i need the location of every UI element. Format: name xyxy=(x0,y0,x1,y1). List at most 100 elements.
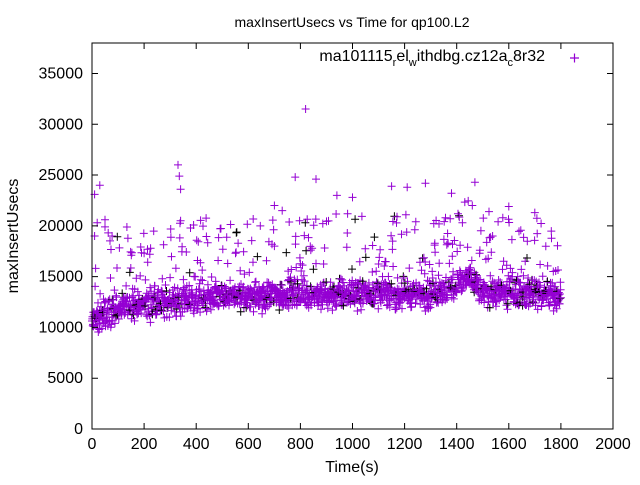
data-point xyxy=(137,309,146,318)
data-point xyxy=(301,218,310,227)
data-point xyxy=(147,287,156,296)
data-point xyxy=(176,312,185,321)
data-point xyxy=(498,265,507,274)
data-point xyxy=(515,227,523,236)
data-point xyxy=(517,265,526,274)
data-point xyxy=(194,304,202,313)
data-point xyxy=(192,236,201,245)
data-point xyxy=(203,238,212,247)
data-point xyxy=(194,237,203,246)
data-point xyxy=(202,214,211,223)
y-tick-label: 35000 xyxy=(39,65,84,82)
data-point xyxy=(343,298,351,307)
data-point xyxy=(443,229,452,238)
data-point xyxy=(381,257,390,266)
data-point xyxy=(106,236,114,245)
data-point xyxy=(101,222,109,231)
data-point xyxy=(303,215,312,224)
data-point xyxy=(308,244,317,253)
data-point xyxy=(247,236,256,245)
data-point xyxy=(474,276,483,285)
data-point xyxy=(556,278,565,287)
y-tick-label: 20000 xyxy=(39,218,84,235)
x-tick-label: 2000 xyxy=(595,436,631,453)
data-point xyxy=(300,277,309,286)
data-point xyxy=(530,208,539,217)
data-point xyxy=(285,276,294,285)
data-point xyxy=(460,198,469,207)
data-point xyxy=(313,282,322,291)
data-point xyxy=(270,242,279,251)
data-point xyxy=(448,252,457,261)
y-axis-label: maxInsertUsecs xyxy=(5,179,22,294)
data-point xyxy=(368,241,377,250)
data-point xyxy=(348,265,356,274)
data-point xyxy=(522,300,531,309)
data-point xyxy=(278,206,287,215)
data-point xyxy=(435,259,444,268)
data-point xyxy=(468,201,477,210)
data-point xyxy=(236,307,245,316)
data-point xyxy=(146,283,155,292)
data-point xyxy=(302,246,311,255)
data-point xyxy=(95,181,104,190)
data-point xyxy=(536,260,545,269)
data-point xyxy=(476,226,485,235)
data-point xyxy=(214,256,223,265)
data-point xyxy=(233,299,242,308)
data-point xyxy=(370,233,379,242)
data-point xyxy=(376,245,385,254)
data-point xyxy=(295,216,304,225)
data-point xyxy=(385,303,394,312)
x-tick-label: 800 xyxy=(287,436,314,453)
x-tick-label: 1200 xyxy=(387,436,423,453)
data-point xyxy=(256,221,265,230)
data-point xyxy=(113,264,121,272)
data-point xyxy=(159,240,168,249)
data-point xyxy=(331,302,340,311)
data-point xyxy=(320,244,329,252)
data-point xyxy=(296,259,305,268)
data-point xyxy=(222,233,231,242)
data-point xyxy=(196,258,205,267)
x-tick-label: 400 xyxy=(183,436,210,453)
data-point xyxy=(343,229,352,237)
y-tick-label: 30000 xyxy=(39,116,84,133)
data-point xyxy=(525,293,534,302)
data-point xyxy=(96,289,105,298)
data-point xyxy=(126,247,135,256)
data-point xyxy=(253,252,262,261)
data-point xyxy=(403,277,412,286)
data-point xyxy=(482,238,491,247)
data-point xyxy=(445,259,454,268)
data-point xyxy=(486,233,495,242)
data-point xyxy=(207,305,215,314)
x-tick-label: 1800 xyxy=(543,436,579,453)
data-point xyxy=(152,310,161,319)
data-point xyxy=(547,227,556,236)
x-tick-label: 600 xyxy=(235,436,262,453)
data-point xyxy=(551,282,560,291)
data-point xyxy=(393,284,402,293)
data-point xyxy=(223,259,232,268)
data-point xyxy=(173,284,182,293)
data-point xyxy=(516,278,525,287)
data-point xyxy=(516,226,525,235)
data-point xyxy=(411,299,420,308)
data-point xyxy=(291,240,300,249)
data-point xyxy=(374,260,383,268)
data-point xyxy=(513,272,522,281)
data-point xyxy=(166,273,175,282)
y-tick-label: 15000 xyxy=(39,269,84,286)
data-point xyxy=(113,232,122,241)
data-point xyxy=(455,213,464,222)
data-point xyxy=(487,248,496,257)
data-point xyxy=(196,216,205,225)
data-point xyxy=(291,173,300,182)
data-point xyxy=(302,281,311,290)
data-point xyxy=(519,233,528,242)
chart-title: maxInsertUsecs vs Time for qp100.L2 xyxy=(235,14,470,30)
y-tick-label: 0 xyxy=(74,421,83,438)
data-point xyxy=(196,308,205,317)
data-point xyxy=(441,213,450,222)
